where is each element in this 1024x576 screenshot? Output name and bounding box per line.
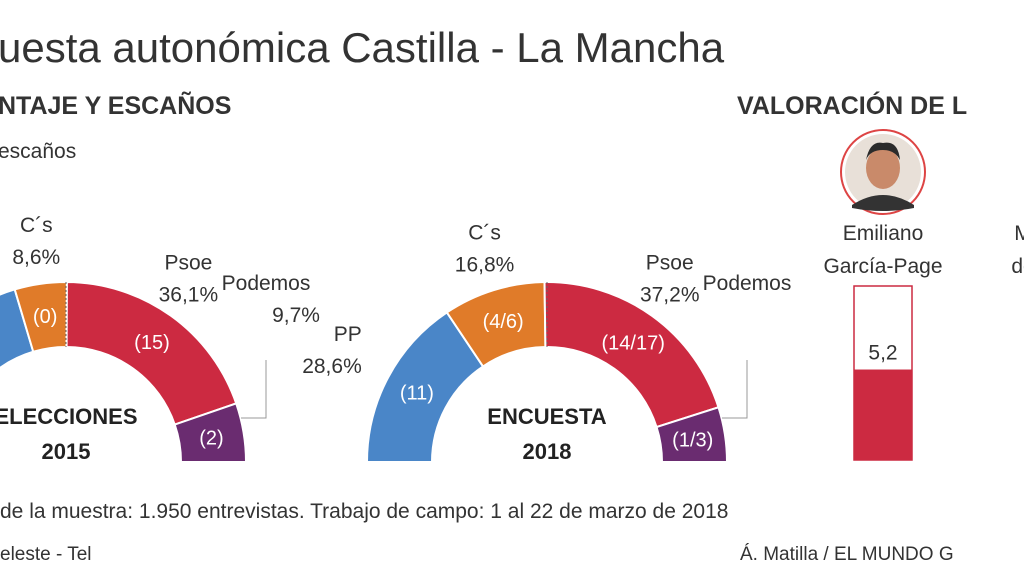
- seat-label: (1/3): [672, 429, 713, 451]
- leader-line: [722, 360, 748, 419]
- subtitle: NTAJE Y ESCAÑOS: [0, 90, 231, 120]
- center-label: ENCUESTA: [487, 404, 606, 429]
- slice-value: 28,6%: [302, 355, 362, 378]
- slice-name: Podemos: [222, 272, 311, 295]
- seat-label: (4/6): [483, 311, 524, 333]
- slice-value: 37,2%: [640, 284, 700, 307]
- seat-label: (15): [134, 332, 170, 354]
- slice-name: PP: [334, 323, 362, 346]
- candidate-name: de: [1011, 255, 1024, 278]
- title: uesta autonómica Castilla - La Mancha: [0, 24, 725, 71]
- center-label: 2015: [42, 439, 91, 464]
- center-label: 2018: [523, 439, 572, 464]
- footer-credit: Á. Matilla / EL MUNDO G: [740, 544, 954, 565]
- slice: [655, 406, 729, 463]
- slice-name: Psoe: [164, 251, 212, 274]
- seat-label: (14/17): [602, 332, 665, 354]
- slice-value: 9,7%: [272, 304, 320, 327]
- candidate-name: Emiliano: [843, 222, 924, 245]
- seat-label: (11): [400, 383, 434, 405]
- bar: [854, 369, 912, 460]
- slice: [173, 402, 248, 463]
- portrait: [840, 129, 926, 215]
- center-label: ELECCIONES: [0, 404, 138, 429]
- footer-note: de la muestra: 1.950 entrevistas. Trabaj…: [0, 500, 728, 523]
- slice-value: 8,6%: [12, 246, 60, 269]
- leader-line: [241, 360, 267, 419]
- slice-name: Psoe: [646, 252, 694, 275]
- rating-title: VALORACIÓN DE L: [737, 90, 967, 120]
- legend-note: escaños: [0, 140, 76, 163]
- seat-label: (0): [33, 306, 57, 328]
- slice-value: 36,1%: [159, 283, 219, 306]
- slice-name: Podemos: [703, 272, 792, 295]
- candidate-name: M: [1014, 222, 1024, 245]
- value-label: 5,2: [868, 342, 897, 365]
- seat-label: (2): [199, 428, 223, 450]
- candidate-name: García-Page: [823, 255, 942, 278]
- slice-name: C´s: [20, 214, 53, 237]
- slice-value: 16,8%: [455, 253, 515, 276]
- slice-name: C´s: [468, 221, 501, 244]
- footer-source: eleste - Tel: [0, 544, 92, 565]
